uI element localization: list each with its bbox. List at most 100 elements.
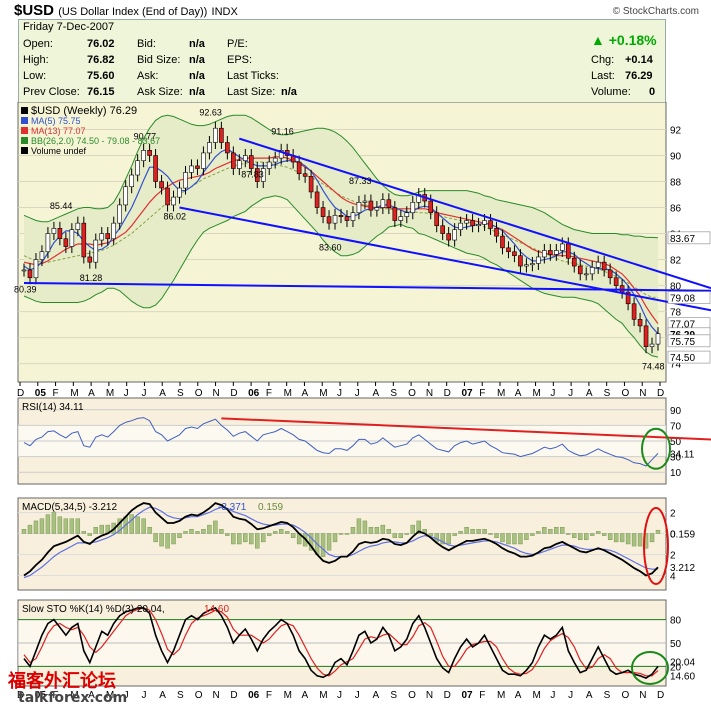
- price-y-tick-label: 74: [670, 360, 682, 371]
- index-name: (US Dollar Index (End of Day)): [58, 6, 208, 18]
- price-bar-body: [494, 228, 499, 237]
- price-bar-body: [254, 168, 260, 182]
- price-bar-body: [123, 186, 128, 206]
- price-y-tick-label: 86: [670, 204, 682, 215]
- stoch-k-line: [23, 606, 659, 679]
- price-bar-body: [99, 233, 105, 241]
- macd-histogram-bar: [572, 533, 577, 538]
- price-bar-body: [21, 269, 27, 272]
- open-label: Open:: [23, 38, 53, 50]
- macd-histogram-bar: [81, 531, 87, 534]
- price-right-label: 74.50: [670, 353, 695, 364]
- price-bar-body: [320, 207, 326, 217]
- rsi-y-tick-label: 10: [670, 468, 682, 479]
- macd-histogram-bar: [135, 516, 140, 534]
- macd-histogram-bar: [165, 533, 170, 549]
- macd-histogram-bar: [398, 533, 404, 538]
- price-bar-body: [165, 187, 170, 206]
- macd-histogram-bar: [320, 533, 326, 557]
- price-bar-body: [362, 200, 368, 203]
- macd-histogram-bar: [69, 518, 75, 534]
- price-bar-body: [428, 200, 434, 214]
- macd-histogram-bar: [284, 531, 290, 534]
- x-tick-label: F: [266, 388, 272, 399]
- price-bar-body: [33, 259, 39, 279]
- price-bar-body: [476, 224, 481, 227]
- x-tick-label: S: [177, 388, 184, 399]
- price-bar-body: [117, 204, 122, 224]
- price-bar-body: [392, 207, 398, 221]
- macd-histogram-bar: [308, 533, 314, 551]
- highlight-circle-stoch: [631, 650, 669, 685]
- macd-histogram-bar: [75, 518, 81, 534]
- volume-label: Volume:: [591, 86, 631, 98]
- price-bar-body: [93, 239, 99, 263]
- macd-histogram-bar: [470, 529, 475, 534]
- prev-close-label: Prev Close:: [23, 86, 80, 98]
- x-tick-label: A: [373, 388, 380, 399]
- stoch-d-legend: 14.60: [204, 604, 229, 615]
- price-bar-body: [39, 251, 45, 260]
- high-value: 76.82: [87, 54, 115, 66]
- macd-histogram-bar: [356, 518, 362, 534]
- rsi-trendline: [221, 417, 711, 441]
- quote-panel: Friday 7-Dec-2007 Open: 76.02 High: 76.8…: [18, 19, 666, 103]
- price-annotation: 80.39: [14, 284, 37, 294]
- pct-change: ▲ +0.18%: [591, 32, 657, 48]
- chg-label: Chg:: [591, 54, 615, 66]
- macd-hist-legend: 0.159: [258, 502, 283, 513]
- trendline: [179, 206, 711, 312]
- stockcharts-logo[interactable]: © StockCharts.com: [612, 6, 699, 17]
- price-right-tag: [667, 334, 711, 348]
- last-size-label: Last Size:: [227, 86, 276, 98]
- stoch-x-tick-label: M: [284, 690, 292, 701]
- macd-histogram-bar: [249, 533, 254, 545]
- price-bar-body: [75, 222, 81, 230]
- stoch-x-tick-label: N: [213, 690, 220, 701]
- stoch-x-tick-label: D: [657, 690, 664, 701]
- price-bar-body: [278, 150, 284, 159]
- x-tick-label: A: [586, 388, 593, 399]
- price-bar-body: [147, 150, 152, 156]
- price-bar-body: [374, 207, 380, 211]
- price-y-tick-label: 92: [670, 126, 682, 137]
- macd-histogram-bar: [159, 533, 164, 547]
- macd-right-label-macd: 3.212: [670, 563, 695, 574]
- macd-histogram-bar: [392, 533, 398, 538]
- price-bar-body: [548, 250, 553, 255]
- bid-label: Bid:: [137, 38, 156, 50]
- macd-histogram-bar: [207, 524, 212, 534]
- price-bar-body: [177, 187, 182, 198]
- price-bar-body: [607, 269, 613, 279]
- watermark-url[interactable]: talkforex.com: [18, 690, 128, 706]
- price-bar-body: [613, 277, 619, 286]
- price-annotation: 87.83: [241, 170, 264, 180]
- price-bar-body: [589, 267, 595, 275]
- price-bar-body: [326, 216, 332, 224]
- stoch-x-tick-label: M: [319, 690, 327, 701]
- price-bar-body: [488, 220, 493, 229]
- macd-histogram-bar: [278, 529, 284, 534]
- ask-value: n/a: [189, 70, 205, 82]
- price-y-tick-label: 90: [670, 152, 682, 163]
- stoch-x-tick-label: A: [88, 690, 95, 701]
- macd-y-tick-label: 0: [670, 530, 676, 541]
- macd-histogram-bar: [625, 533, 631, 545]
- macd-histogram-bar: [338, 533, 344, 535]
- macd-histogram-bar: [584, 533, 589, 541]
- price-bar-body: [380, 199, 386, 208]
- x-tick-label: N: [213, 388, 220, 399]
- high-label: High:: [23, 54, 49, 66]
- macd-histogram-bar: [39, 518, 45, 534]
- macd-y-tick-label: 2: [670, 509, 676, 520]
- price-y-tick-label: 78: [670, 308, 682, 319]
- macd-histogram-bar: [332, 533, 338, 543]
- low-label: Low:: [23, 70, 47, 82]
- ma13-line: [23, 156, 659, 325]
- stoch-x-tick-label: A: [159, 690, 166, 701]
- price-bar-body: [398, 216, 404, 221]
- price-bar-body: [69, 229, 75, 247]
- bollinger-band-fill: [24, 115, 658, 358]
- macd-histogram-bar: [530, 533, 535, 536]
- macd-histogram-bar: [350, 527, 356, 534]
